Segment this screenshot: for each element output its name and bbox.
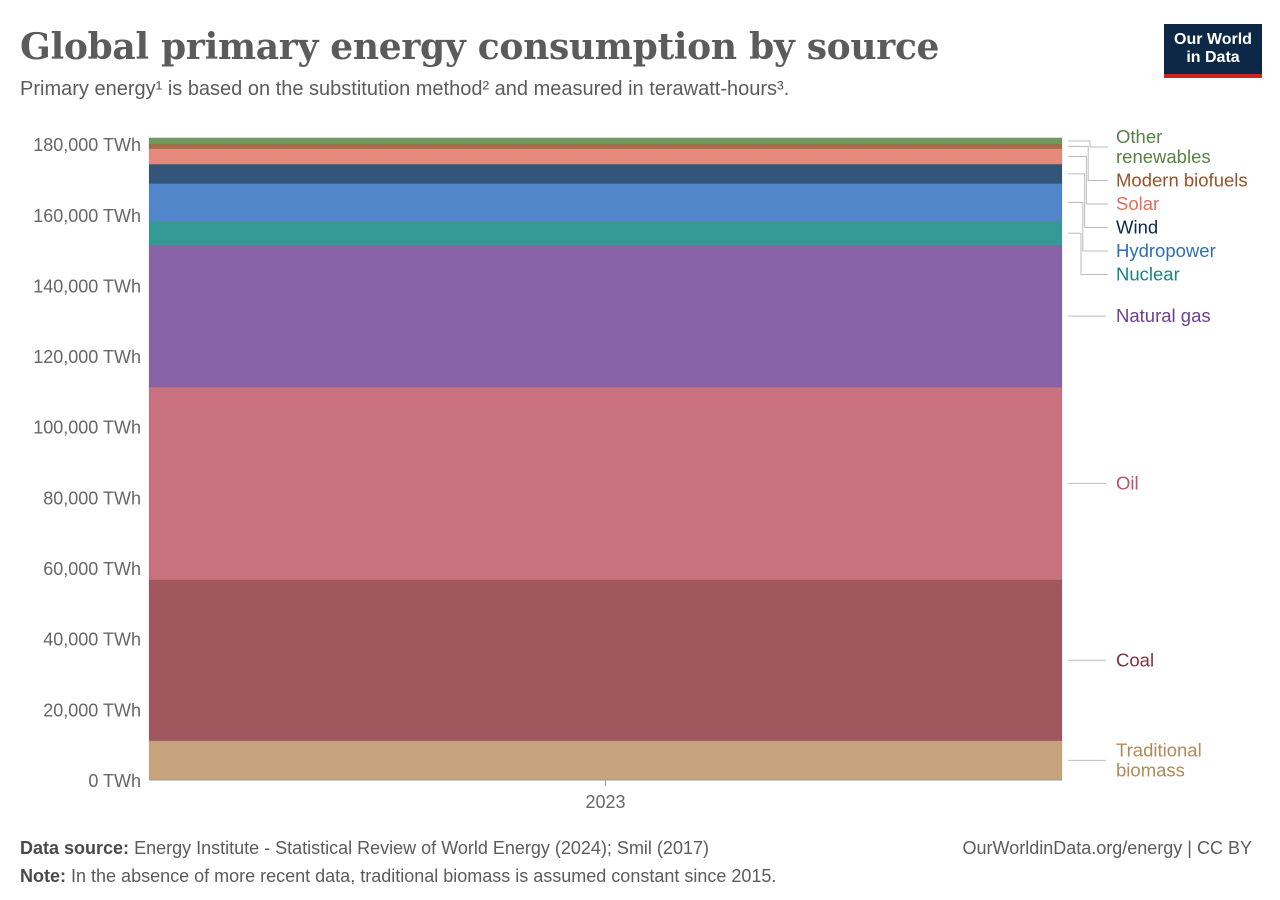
y-tick-label: 20,000 TWh	[43, 700, 141, 720]
series-label-nuclear: Nuclear	[1116, 264, 1180, 285]
logo-line-1: Our World	[1174, 31, 1252, 48]
series-label-oil: Oil	[1116, 472, 1139, 493]
y-tick-label: 100,000 TWh	[33, 418, 141, 438]
bar-segment-other-renewables	[148, 137, 1063, 145]
series-label-other-renewables: renewables	[1116, 146, 1211, 167]
label-connector-nuclear	[1068, 232, 1108, 275]
series-label-modern-biofuels: Modern biofuels	[1116, 170, 1248, 191]
note-line: Note: In the absence of more recent data…	[20, 866, 776, 887]
series-label-hydropower: Hydropower	[1116, 240, 1216, 261]
y-tick-label: 160,000 TWh	[33, 206, 141, 226]
bar-segment-traditional-biomass	[148, 740, 1063, 781]
data-source-line: Data source: Energy Institute - Statisti…	[20, 838, 709, 859]
data-source-text: Energy Institute - Statistical Review of…	[134, 838, 709, 858]
y-tick-label: 140,000 TWh	[33, 276, 141, 296]
bar-segment-solar	[148, 148, 1063, 165]
y-tick-label: 40,000 TWh	[43, 630, 141, 650]
bar-segment-coal	[148, 579, 1063, 742]
series-label-solar: Solar	[1116, 193, 1159, 214]
data-source-label: Data source:	[20, 838, 130, 858]
series-label-other-renewables: Other	[1116, 126, 1162, 147]
owid-logo[interactable]: Our World in Data	[1164, 24, 1262, 78]
y-tick-label: 180,000 TWh	[33, 135, 141, 155]
logo-line-2: in Data	[1186, 49, 1240, 66]
x-tick-label: 2023	[585, 792, 625, 812]
label-connector-other-renewables	[1068, 140, 1108, 148]
label-connector-modern-biofuels	[1068, 145, 1108, 181]
chart-subtitle: Primary energy¹ is based on the substitu…	[20, 78, 790, 100]
y-tick-label: 60,000 TWh	[43, 559, 141, 579]
bar-segment-modern-biofuels	[148, 143, 1063, 149]
series-label-coal: Coal	[1116, 649, 1154, 670]
chart-title: Global primary energy consumption by sou…	[20, 26, 940, 68]
bar-segment-oil	[148, 386, 1063, 581]
label-connector-hydropower	[1068, 201, 1108, 252]
series-label-wind: Wind	[1116, 217, 1158, 238]
bar-segment-natural-gas	[148, 245, 1063, 388]
stacked-bar-chart: 0 TWh 20,000 TWh 40,000 TWh 60,000 TWh 80,00…	[33, 126, 1248, 812]
y-tick-label: 80,000 TWh	[43, 488, 141, 508]
label-connector-wind	[1068, 173, 1108, 228]
bar-segment-wind	[148, 163, 1063, 184]
y-tick-label: 120,000 TWh	[33, 347, 141, 367]
series-label-traditional-biomass: biomass	[1116, 759, 1185, 780]
note-label: Note:	[20, 866, 66, 886]
label-connector-solar	[1068, 155, 1108, 205]
bar-segment-nuclear	[148, 220, 1063, 246]
series-label-traditional-biomass: Traditional	[1116, 739, 1202, 760]
source-url-link[interactable]: OurWorldinData.org/energy | CC BY	[962, 838, 1252, 858]
y-tick-label: 0 TWh	[88, 771, 141, 791]
note-text: In the absence of more recent data, trad…	[71, 866, 777, 886]
series-label-natural-gas: Natural gas	[1116, 305, 1211, 326]
bar-segment-hydropower	[148, 183, 1063, 222]
